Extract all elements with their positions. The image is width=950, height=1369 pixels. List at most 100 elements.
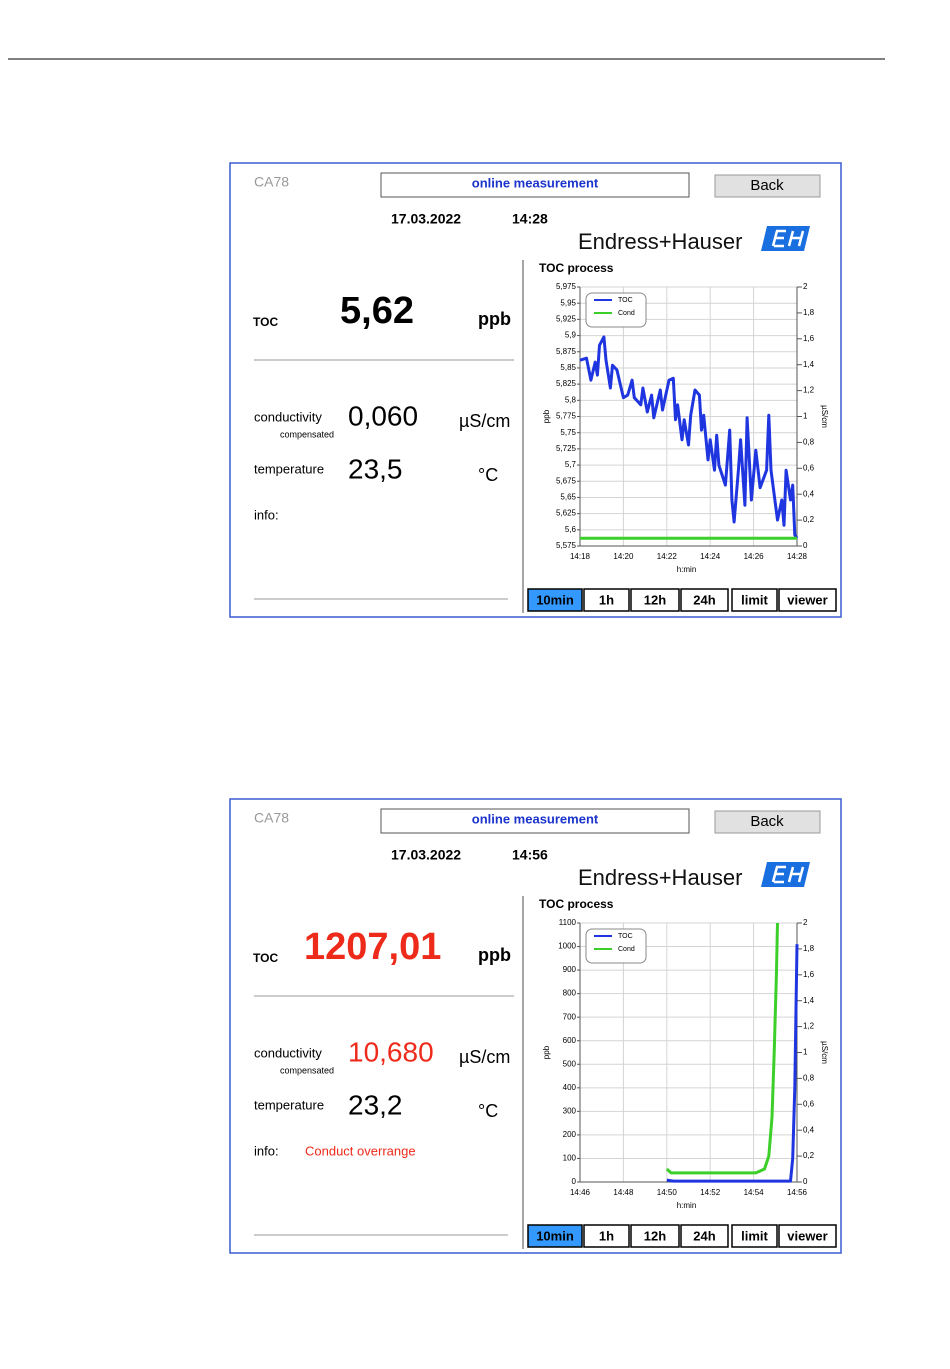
y2-tick-label: 0: [803, 541, 808, 550]
y-tick-label: 5,7: [565, 460, 577, 469]
y-tick-label: 600: [563, 1036, 577, 1045]
y2-tick-label: 1,6: [803, 334, 815, 343]
brand: Endress+Hauser: [578, 865, 742, 890]
header-box: [380, 808, 690, 834]
y-tick-label: 800: [563, 989, 577, 998]
temp-label: temperature: [254, 1097, 324, 1112]
back-button[interactable]: [714, 810, 821, 834]
cond-sub: compensated: [280, 429, 334, 439]
toc-value: 5,62: [340, 290, 414, 332]
date: 17.03.2022: [391, 847, 461, 863]
toc-unit: ppb: [478, 309, 511, 329]
legend-label: TOC: [618, 297, 633, 304]
series-line: [665, 922, 779, 1175]
tab-button[interactable]: [583, 1224, 630, 1248]
tab-button[interactable]: [630, 1224, 680, 1248]
x-tick-label: 14:54: [744, 1188, 765, 1197]
cond-value: 10,680: [348, 1036, 434, 1067]
y2-axis-label: µS/cm: [820, 1041, 829, 1064]
y2-tick-label: 0,2: [803, 515, 815, 524]
tab-label: 10min: [536, 592, 574, 607]
cond-label: conductivity: [254, 409, 322, 424]
y-tick-label: 5,85: [560, 363, 576, 372]
date: 17.03.2022: [391, 211, 461, 227]
y2-tick-label: 1,8: [803, 308, 815, 317]
y-axis-label: ppb: [542, 409, 551, 423]
y2-tick-label: 1,2: [803, 386, 815, 395]
legend-label: TOC: [618, 933, 633, 940]
x-tick-label: 14:22: [657, 552, 678, 561]
tab-button[interactable]: [731, 588, 778, 612]
temp-value: 23,5: [348, 453, 403, 484]
y2-tick-label: 1,2: [803, 1022, 815, 1031]
x-tick-label: 14:56: [787, 1188, 808, 1197]
tab-button[interactable]: [527, 588, 583, 612]
tab-button[interactable]: [680, 1224, 729, 1248]
tab-button[interactable]: [680, 588, 729, 612]
cond-sub: compensated: [280, 1065, 334, 1075]
temp-label: temperature: [254, 461, 324, 476]
toc-unit: ppb: [478, 945, 511, 965]
y2-tick-label: 0,6: [803, 463, 815, 472]
tab-button[interactable]: [731, 1224, 778, 1248]
plot-area: [580, 923, 797, 1182]
tab-button[interactable]: [527, 1224, 583, 1248]
y2-tick-label: 0: [803, 1177, 808, 1186]
chart-title: TOC process: [539, 261, 614, 275]
y-tick-label: 5,825: [556, 379, 577, 388]
y-tick-label: 400: [563, 1083, 577, 1092]
y-tick-label: 900: [563, 965, 577, 974]
x-tick-label: 14:18: [570, 552, 591, 561]
y2-tick-label: 0,8: [803, 438, 815, 447]
y-tick-label: 5,8: [565, 395, 577, 404]
y-tick-label: 5,725: [556, 444, 577, 453]
header-title: online measurement: [472, 811, 599, 826]
y-tick-label: 0: [572, 1177, 577, 1186]
tab-label: 1h: [599, 592, 614, 607]
y-tick-label: 5,925: [556, 314, 577, 323]
tab-label: 12h: [644, 592, 666, 607]
back-button[interactable]: [714, 174, 821, 198]
x-tick-label: 14:28: [787, 552, 808, 561]
x-tick-label: 14:26: [744, 552, 765, 561]
tab-button[interactable]: [778, 588, 837, 612]
tab-button[interactable]: [583, 588, 630, 612]
y-tick-label: 5,875: [556, 347, 577, 356]
y2-tick-label: 1: [803, 1048, 808, 1057]
y-axis-label: ppb: [542, 1045, 551, 1059]
brand: Endress+Hauser: [578, 229, 742, 254]
info-text: Conduct overrange: [305, 1143, 416, 1158]
back-label: Back: [750, 813, 784, 830]
y-tick-label: 300: [563, 1106, 577, 1115]
toc-value: 1207,01: [304, 926, 441, 968]
y2-tick-label: 0,6: [803, 1099, 815, 1108]
legend-box: [585, 928, 647, 964]
y-tick-label: 5,9: [565, 331, 577, 340]
info-label: info:: [254, 507, 279, 522]
screen: CA78 online measurement Back 17.03.2022 14:2…: [229, 162, 842, 618]
y2-tick-label: 1,8: [803, 944, 815, 953]
y2-axis-label: µS/cm: [820, 405, 829, 428]
y2-tick-label: 0,2: [803, 1151, 815, 1160]
x-axis-label: h:min: [677, 1201, 697, 1210]
x-axis-label: h:min: [677, 565, 697, 574]
y-tick-label: 5,95: [560, 298, 576, 307]
header-box: [380, 172, 690, 198]
y-tick-label: 200: [563, 1130, 577, 1139]
y2-tick-label: 2: [803, 918, 808, 927]
screen: CA78 online measurement Back 17.03.2022 14:5…: [229, 798, 842, 1254]
temp-unit: °C: [478, 465, 498, 485]
x-tick-label: 14:20: [613, 552, 634, 561]
tab-label: 12h: [644, 1228, 666, 1243]
y2-tick-label: 2: [803, 282, 808, 291]
x-tick-label: 14:46: [570, 1188, 591, 1197]
device-name: CA78: [254, 174, 289, 190]
tab-button[interactable]: [778, 1224, 837, 1248]
y-tick-label: 5,6: [565, 525, 577, 534]
chart-title: TOC process: [539, 897, 614, 911]
tab-label: limit: [741, 592, 768, 607]
cond-unit: µS/cm: [459, 1047, 510, 1067]
y-tick-label: 5,675: [556, 476, 577, 485]
x-tick-label: 14:48: [613, 1188, 634, 1197]
tab-button[interactable]: [630, 588, 680, 612]
